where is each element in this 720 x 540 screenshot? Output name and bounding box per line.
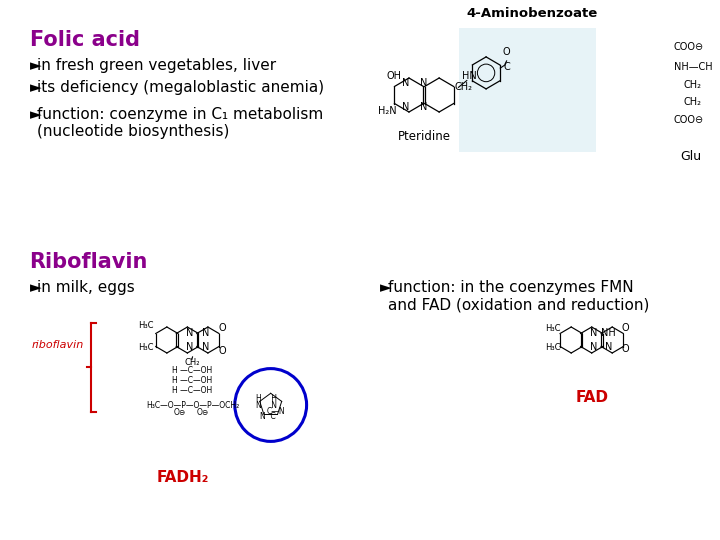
Text: NH: NH <box>601 328 616 338</box>
Text: H —C—OH: H —C—OH <box>172 386 212 395</box>
Text: H —C—OH: H —C—OH <box>172 376 212 385</box>
Text: N: N <box>402 78 409 88</box>
Text: in fresh green vegetables, liver: in fresh green vegetables, liver <box>37 58 276 73</box>
Text: C—N: C—N <box>266 407 285 416</box>
Text: ►: ► <box>30 280 41 295</box>
Text: CH₂: CH₂ <box>683 97 701 107</box>
Text: H₃C: H₃C <box>138 343 154 352</box>
Text: O⊖: O⊖ <box>197 408 209 417</box>
Text: its deficiency (megaloblastic anemia): its deficiency (megaloblastic anemia) <box>37 80 325 95</box>
Text: H₃C: H₃C <box>138 321 154 330</box>
Text: O: O <box>219 346 227 356</box>
Text: N: N <box>402 102 409 112</box>
Text: HN: HN <box>462 71 477 82</box>
FancyBboxPatch shape <box>459 28 595 152</box>
Text: N: N <box>202 342 210 352</box>
Text: N: N <box>590 328 598 338</box>
Text: FAD: FAD <box>575 390 608 405</box>
Text: H —C—OH: H —C—OH <box>172 366 212 375</box>
Text: N: N <box>420 102 427 112</box>
Text: N: N <box>605 342 612 352</box>
Text: ►: ► <box>379 280 392 295</box>
Text: in milk, eggs: in milk, eggs <box>37 280 135 295</box>
Text: ►: ► <box>30 80 41 95</box>
Text: COO⊖: COO⊖ <box>674 42 703 52</box>
Text: CH₂: CH₂ <box>683 80 701 90</box>
Text: FADH₂: FADH₂ <box>156 470 209 485</box>
Text: O: O <box>503 47 510 57</box>
Text: function: coenzyme in C₁ metabolism
(nucleotide biosynthesis): function: coenzyme in C₁ metabolism (nuc… <box>37 107 324 139</box>
Text: N: N <box>590 342 598 352</box>
Text: Folic acid: Folic acid <box>30 30 140 50</box>
Text: O⊖: O⊖ <box>174 408 186 417</box>
Text: H    H: H H <box>256 394 277 403</box>
Text: COO⊖: COO⊖ <box>674 115 703 125</box>
Text: 4-Aminobenzoate: 4-Aminobenzoate <box>467 7 598 20</box>
Text: H₃C: H₃C <box>546 324 561 333</box>
Text: NH—CH: NH—CH <box>674 62 712 72</box>
Text: C: C <box>503 62 510 71</box>
Text: O: O <box>219 323 227 333</box>
Text: riboflavin: riboflavin <box>32 340 84 350</box>
Text: N: N <box>202 328 210 338</box>
Text: ►: ► <box>30 58 41 73</box>
Text: N: N <box>186 328 193 338</box>
Text: N    N: N N <box>256 401 277 409</box>
Text: O: O <box>621 344 629 354</box>
Text: H₃C—O—P—O—P—OCH₂: H₃C—O—P—O—P—OCH₂ <box>146 401 239 409</box>
Text: O: O <box>621 323 629 333</box>
Text: Pteridine: Pteridine <box>397 130 451 143</box>
Text: H₂N: H₂N <box>378 106 397 116</box>
Text: N: N <box>186 342 193 352</box>
Text: function: in the coenzymes FMN
and FAD (oxidation and reduction): function: in the coenzymes FMN and FAD (… <box>387 280 649 313</box>
Text: Glu: Glu <box>680 150 701 163</box>
Text: OH: OH <box>387 71 401 82</box>
Text: N  C: N C <box>260 412 276 421</box>
Text: H₃C: H₃C <box>546 343 561 352</box>
Text: CH₂: CH₂ <box>185 357 200 367</box>
Text: ►: ► <box>30 107 41 122</box>
Text: N: N <box>420 78 427 88</box>
Text: Riboflavin: Riboflavin <box>30 252 148 272</box>
Text: CH₂: CH₂ <box>454 82 472 91</box>
